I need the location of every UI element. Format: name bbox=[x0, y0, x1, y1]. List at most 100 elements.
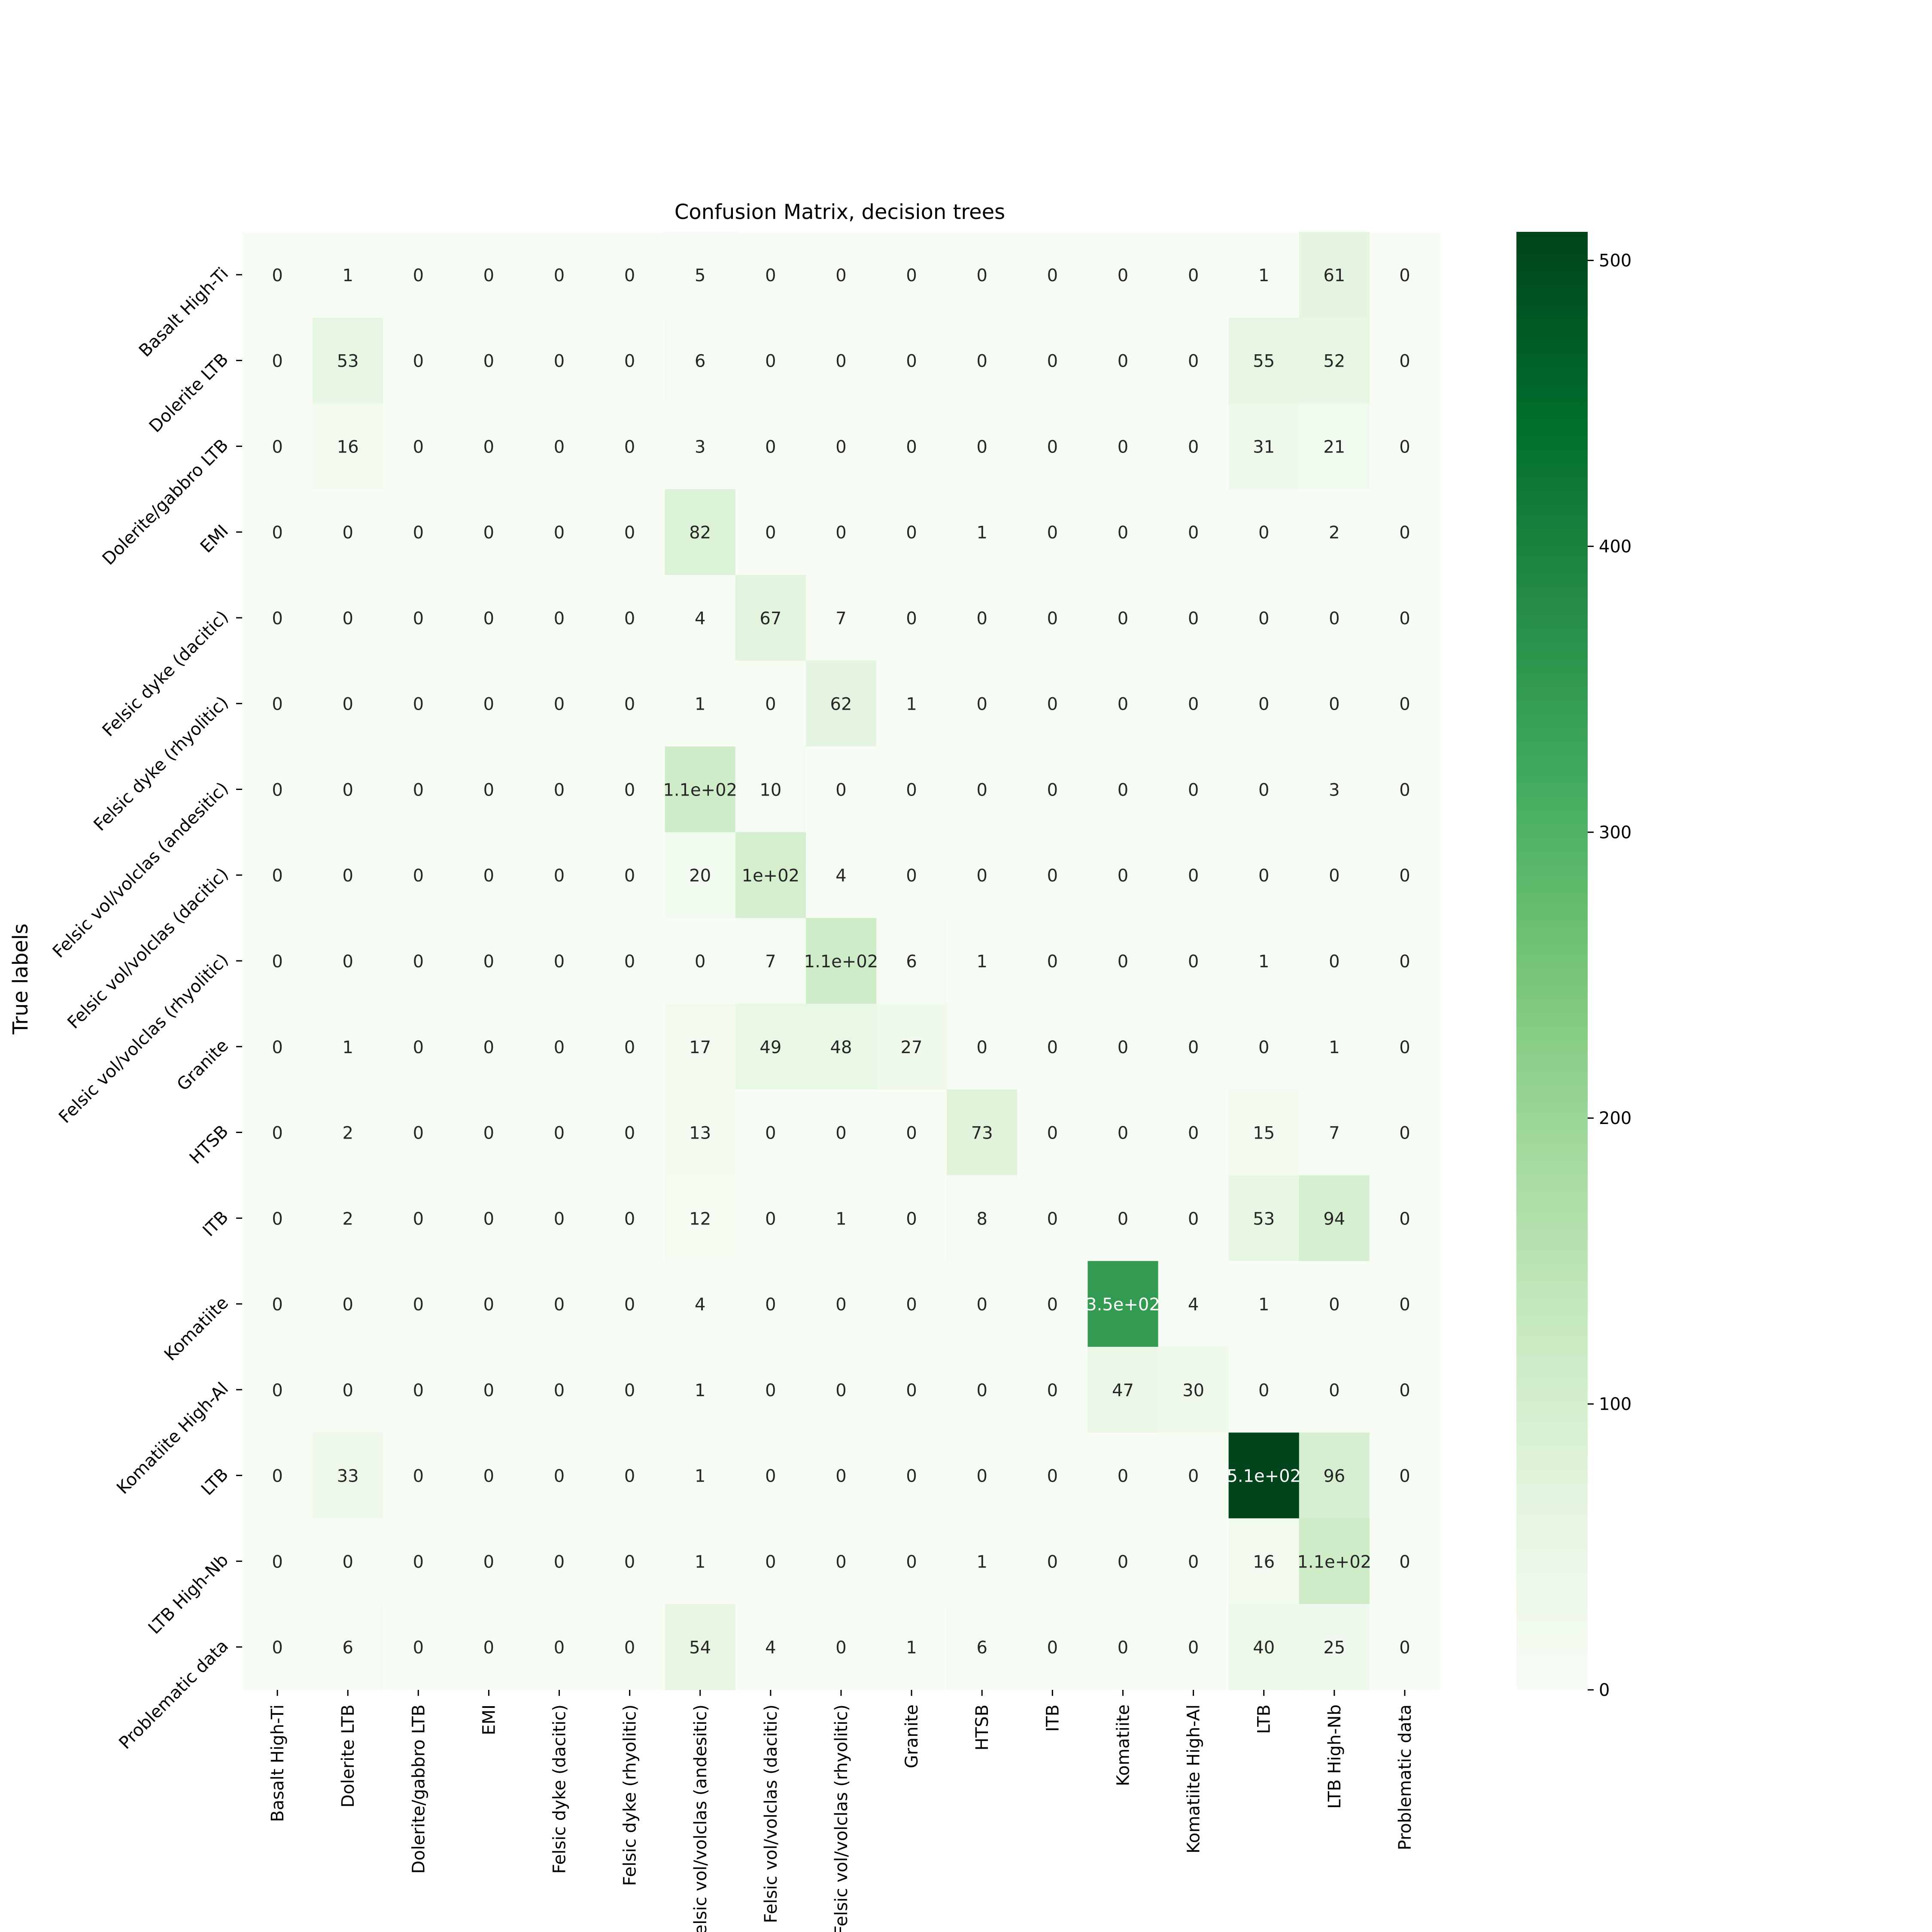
cell-annotation: 0 bbox=[977, 1295, 987, 1315]
heatmap-cell bbox=[453, 1003, 525, 1090]
cell-annotation: 0 bbox=[554, 1038, 565, 1057]
heatmap-cell bbox=[1158, 1346, 1229, 1433]
cell-annotation: 0 bbox=[1047, 866, 1058, 886]
heatmap-cell bbox=[524, 1432, 595, 1519]
heatmap-cell bbox=[524, 1089, 595, 1176]
heatmap-cell bbox=[665, 1175, 736, 1261]
heatmap-cell bbox=[1228, 660, 1300, 747]
cell-annotation: 0 bbox=[977, 352, 987, 371]
cell-annotation: 0 bbox=[554, 1381, 565, 1400]
cell-annotation: 17 bbox=[689, 1038, 711, 1057]
heatmap-cell bbox=[1017, 918, 1088, 1004]
cell-annotation: 0 bbox=[977, 695, 987, 714]
cell-annotation: 8 bbox=[977, 1209, 987, 1229]
heatmap-cell bbox=[1369, 1432, 1440, 1519]
heatmap-cell bbox=[313, 1175, 383, 1261]
heatmap-cell bbox=[805, 403, 877, 489]
heatmap-cell bbox=[242, 1346, 313, 1433]
cell-annotation: 0 bbox=[413, 866, 424, 886]
cell-annotation: 0 bbox=[624, 1467, 635, 1486]
cell-annotation: 0 bbox=[835, 523, 846, 543]
heatmap-cell bbox=[947, 832, 1018, 918]
heatmap-cell bbox=[1369, 1346, 1440, 1433]
cell-annotation: 0 bbox=[1118, 952, 1128, 972]
cell-annotation: 0 bbox=[342, 695, 353, 714]
cell-annotation: 0 bbox=[554, 609, 565, 629]
cell-annotation: 6 bbox=[977, 1638, 987, 1658]
heatmap-cell bbox=[947, 317, 1018, 404]
cell-annotation: 5.1e+02 bbox=[1227, 1467, 1301, 1486]
cell-annotation: 33 bbox=[337, 1467, 359, 1486]
cell-annotation: 0 bbox=[1118, 1124, 1128, 1143]
cell-annotation: 0 bbox=[272, 1295, 283, 1315]
cell-annotation: 0 bbox=[1047, 1552, 1058, 1572]
cell-annotation: 0 bbox=[413, 1638, 424, 1658]
heatmap-cell bbox=[383, 317, 454, 404]
cell-annotation: 1 bbox=[906, 695, 917, 714]
cell-annotation: 0 bbox=[342, 523, 353, 543]
heatmap-cell bbox=[1017, 575, 1088, 661]
heatmap-cell bbox=[1299, 232, 1370, 318]
cell-annotation: 0 bbox=[1047, 1038, 1058, 1057]
heatmap-cell bbox=[876, 746, 947, 832]
heatmap-cell bbox=[876, 1175, 947, 1261]
heatmap-cell bbox=[1158, 918, 1229, 1004]
heatmap-cell bbox=[242, 746, 313, 832]
heatmap-cell bbox=[876, 918, 947, 1004]
heatmap-cell bbox=[665, 403, 736, 489]
cell-annotation: 0 bbox=[1047, 352, 1058, 371]
cell-annotation: 0 bbox=[1399, 1038, 1410, 1057]
cell-annotation: 3.5e+02 bbox=[1086, 1295, 1160, 1315]
cell-annotation: 0 bbox=[977, 866, 987, 886]
cell-annotation: 40 bbox=[1253, 1638, 1275, 1658]
heatmap-cell bbox=[383, 746, 454, 832]
cell-annotation: 0 bbox=[906, 1124, 917, 1143]
cell-annotation: 0 bbox=[1118, 1467, 1128, 1486]
heatmap-cell bbox=[1158, 403, 1229, 489]
heatmap-cell bbox=[805, 746, 877, 832]
heatmap-cell bbox=[876, 1518, 947, 1604]
heatmap-cell bbox=[1228, 918, 1300, 1004]
cell-annotation: 0 bbox=[272, 1552, 283, 1572]
heatmap-cell bbox=[383, 1089, 454, 1176]
heatmap-cell bbox=[1088, 1261, 1159, 1347]
cell-annotation: 0 bbox=[624, 952, 635, 972]
cell-annotation: 6 bbox=[695, 352, 705, 371]
heatmap-cell bbox=[665, 1518, 736, 1604]
heatmap-cell bbox=[1299, 918, 1370, 1004]
heatmap-cell bbox=[453, 746, 525, 832]
cell-annotation: 1 bbox=[977, 952, 987, 972]
cell-annotation: 0 bbox=[624, 1209, 635, 1229]
cell-annotation: 73 bbox=[971, 1124, 993, 1143]
cell-annotation: 0 bbox=[1399, 1209, 1410, 1229]
heatmap-cell bbox=[524, 660, 595, 747]
cell-annotation: 0 bbox=[624, 1638, 635, 1658]
heatmap-cell bbox=[313, 1003, 383, 1090]
heatmap-cell bbox=[383, 1175, 454, 1261]
cell-annotation: 0 bbox=[554, 780, 565, 800]
cell-annotation: 0 bbox=[272, 866, 283, 886]
y-tick-label: Problematic data bbox=[115, 1636, 232, 1753]
cell-annotations: 0 1 0 0 0 0 5 0 0 0 0 0 0 0 1 61 00 53 0 0 0 0 6 0 0 0 0 0 0 0 55 52 00 1… bbox=[272, 266, 1410, 1658]
heatmap-cell bbox=[1228, 575, 1300, 661]
cell-annotation: 0 bbox=[1329, 866, 1340, 886]
heatmap-cell bbox=[594, 1604, 665, 1690]
x-tick-label: Felsic vol/volclas (andesitic) bbox=[691, 1704, 711, 1932]
cell-annotation: 0 bbox=[1258, 523, 1269, 543]
cell-annotation: 0 bbox=[624, 437, 635, 457]
cell-annotation: 0 bbox=[624, 523, 635, 543]
cell-annotation: 0 bbox=[765, 352, 776, 371]
heatmap-cell bbox=[1158, 746, 1229, 832]
colorbar-tick-label: 100 bbox=[1599, 1394, 1631, 1414]
cell-annotation: 0 bbox=[272, 523, 283, 543]
heatmap-cell bbox=[1088, 317, 1159, 404]
cell-annotation: 0 bbox=[1047, 695, 1058, 714]
heatmap-cell bbox=[1017, 746, 1088, 832]
cell-annotation: 0 bbox=[1118, 352, 1128, 371]
heatmap-cell bbox=[947, 489, 1018, 575]
cell-annotation: 0 bbox=[1399, 352, 1410, 371]
y-axis-label: True labels bbox=[9, 923, 33, 1035]
cell-annotation: 0 bbox=[483, 1038, 494, 1057]
cell-annotation: 0 bbox=[1118, 1038, 1128, 1057]
y-tick-label: Felsic vol/volclas (rhyolitic) bbox=[55, 950, 232, 1127]
